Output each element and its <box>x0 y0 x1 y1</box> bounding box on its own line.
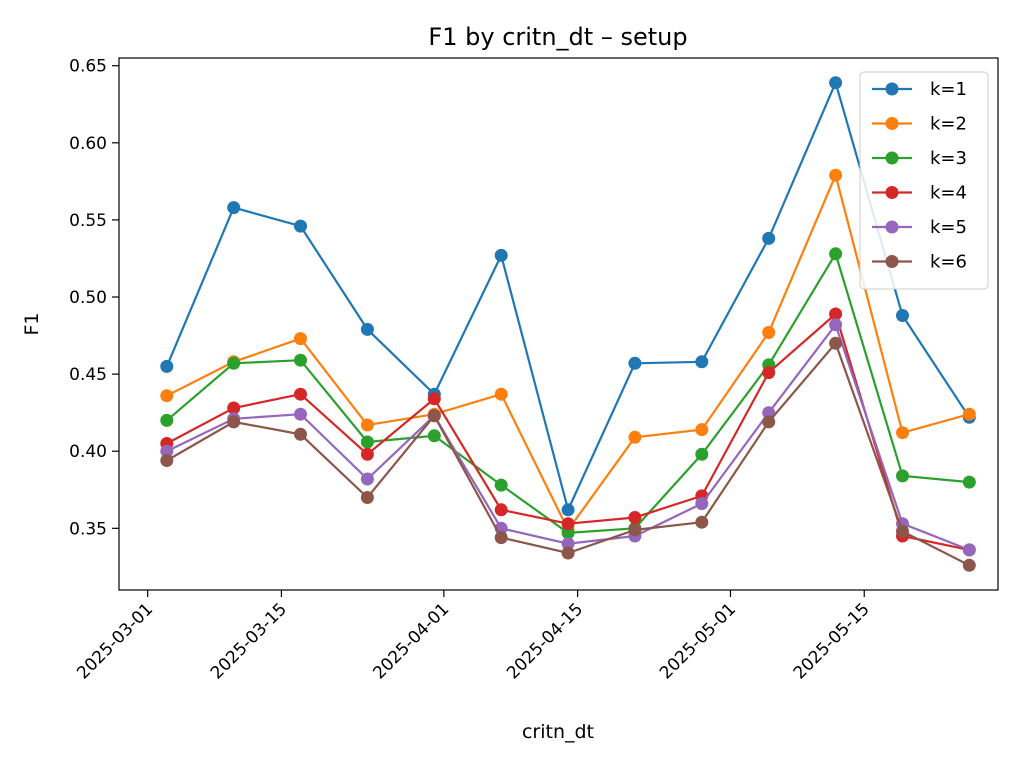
data-point <box>896 524 909 538</box>
x-tick-label: 2025-05-15 <box>790 599 874 683</box>
data-point <box>294 219 307 233</box>
data-point <box>294 332 307 346</box>
data-point <box>227 401 241 415</box>
x-axis-label: critn_dt <box>522 721 594 743</box>
data-point <box>294 387 307 401</box>
data-point <box>561 517 575 531</box>
data-point <box>829 168 843 182</box>
data-point <box>695 515 709 529</box>
data-point <box>294 407 307 421</box>
data-point <box>494 248 508 262</box>
data-point <box>160 444 174 458</box>
legend-swatch-marker <box>885 117 899 130</box>
data-point <box>427 429 441 443</box>
data-point <box>227 356 241 370</box>
legend: k=1 k=2 k=3 k=4 k=5 k=6 <box>859 71 989 290</box>
plot-layer <box>160 76 976 572</box>
data-point <box>762 406 776 420</box>
x-tick-label: 2025-03-15 <box>207 599 291 683</box>
data-point <box>227 201 241 215</box>
data-point <box>360 447 374 461</box>
data-point <box>896 426 909 440</box>
data-point <box>427 409 441 423</box>
data-point <box>695 355 709 369</box>
data-point <box>762 326 776 339</box>
data-point <box>160 389 174 403</box>
data-point <box>896 309 909 322</box>
axes-frame <box>118 57 999 591</box>
y-tick-label: 0.65 <box>69 57 107 77</box>
x-tick-label: 2025-04-01 <box>369 599 453 683</box>
data-point <box>494 387 508 401</box>
data-point <box>695 447 709 461</box>
data-point <box>628 511 642 524</box>
data-point <box>962 543 976 557</box>
data-point <box>360 435 374 449</box>
data-point <box>160 413 174 427</box>
y-tick-label: 0.55 <box>69 211 107 231</box>
x-tick-label: 2025-04-15 <box>503 599 587 683</box>
data-point <box>829 76 843 90</box>
legend-label: k=5 <box>930 217 967 238</box>
data-point <box>628 430 642 444</box>
data-point <box>762 366 776 380</box>
data-point <box>561 503 575 517</box>
legend-swatch-marker <box>885 151 899 165</box>
data-point <box>561 537 575 551</box>
data-point <box>896 469 909 483</box>
data-point <box>360 472 374 486</box>
legend-box <box>859 71 989 290</box>
legend-label: k=3 <box>930 148 967 169</box>
y-tick-label: 0.35 <box>69 519 107 539</box>
x-tick-label: 2025-05-01 <box>656 599 740 683</box>
y-tick-label: 0.40 <box>69 442 107 462</box>
y-tick-label: 0.50 <box>69 288 107 308</box>
data-point <box>962 407 976 421</box>
data-point <box>829 247 843 261</box>
data-point <box>160 359 174 373</box>
data-point <box>829 336 843 350</box>
legend-swatch-marker <box>885 186 899 199</box>
data-point <box>561 526 575 540</box>
legend-swatch-marker <box>885 255 899 268</box>
data-point <box>628 523 642 537</box>
data-point <box>360 322 374 336</box>
data-point <box>360 491 374 504</box>
legend-swatch-marker <box>885 220 899 234</box>
data-point <box>962 475 976 489</box>
legend-swatch-marker <box>885 82 899 96</box>
data-point <box>829 318 843 332</box>
y-tick-label: 0.60 <box>69 134 107 154</box>
x-tick-label: 2025-03-01 <box>73 599 157 683</box>
data-point <box>160 454 174 467</box>
data-point <box>561 546 575 560</box>
data-point <box>294 427 307 441</box>
data-point <box>695 497 709 511</box>
data-point <box>360 418 374 432</box>
legend-label: k=1 <box>930 79 967 100</box>
data-point <box>294 353 307 367</box>
data-point <box>494 503 508 517</box>
data-point <box>628 356 642 370</box>
data-point <box>762 231 776 245</box>
data-point <box>762 415 776 429</box>
plot-area <box>119 58 998 590</box>
data-point <box>227 415 241 429</box>
data-point <box>695 423 709 437</box>
chart-title: F1 by critn_dt – setup <box>428 23 687 51</box>
data-point <box>829 307 843 321</box>
legend-label: k=4 <box>930 183 967 204</box>
data-point <box>962 558 976 572</box>
y-tick-label: 0.45 <box>69 365 107 385</box>
y-axis-label: F1 <box>21 312 43 335</box>
data-point <box>427 392 441 406</box>
legend-label: k=2 <box>930 114 967 135</box>
legend-label: k=6 <box>930 252 967 273</box>
data-point <box>494 478 508 492</box>
data-point <box>494 531 508 545</box>
